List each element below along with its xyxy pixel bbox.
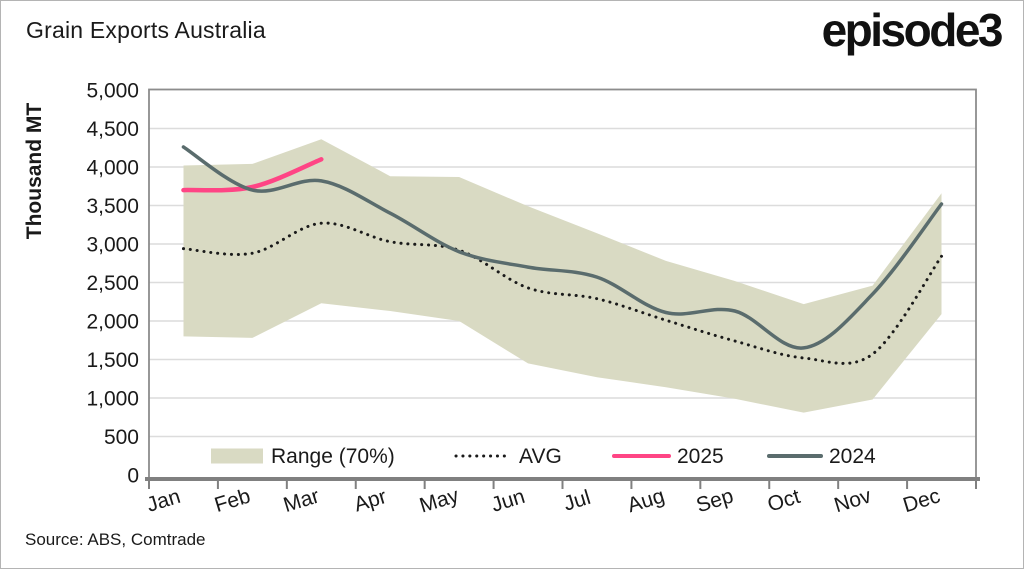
x-tick-label: Dec: [900, 484, 942, 517]
legend-label: Range (70%): [271, 445, 395, 468]
legend: Range (70%) AVG 2025 2024: [211, 445, 876, 468]
legend-item-2024: 2024: [767, 445, 876, 468]
legend-item-avg: AVG: [454, 445, 562, 468]
y-tick-label: 500: [104, 426, 139, 449]
avg-line: [181, 221, 943, 365]
y-tick-labels: 0 500 1,000 1,500 2,000 2,500 3,000 3,500 4,000 4…: [86, 80, 139, 488]
y-tick-label: 0: [127, 465, 139, 488]
line-2024: [181, 145, 944, 350]
x-tick-label: Aug: [625, 484, 667, 517]
y-tick-label: 5,000: [86, 80, 139, 103]
legend-label: 2025: [677, 445, 724, 468]
x-tick-label: Nov: [831, 484, 874, 517]
x-tick-label: Jun: [489, 485, 528, 517]
y-tick-label: 2,000: [86, 311, 139, 334]
x-tick-label: Jul: [561, 486, 593, 516]
x-tick-label: Feb: [212, 484, 253, 517]
y-tick-label: 2,500: [86, 272, 139, 295]
x-tick-label: Mar: [281, 484, 322, 517]
y-axis-title: Thousand MT: [23, 103, 46, 240]
y-tick-label: 1,000: [86, 388, 139, 411]
x-axis-ticks: [148, 481, 977, 489]
y-tick-label: 3,500: [86, 195, 139, 218]
range-band: [183, 139, 942, 413]
x-tick-label: Apr: [351, 485, 389, 517]
page-title: Grain Exports Australia: [26, 17, 266, 43]
legend-item-2025: 2025: [612, 445, 724, 468]
y-tick-label: 4,000: [86, 157, 139, 180]
line-2025: [181, 157, 324, 193]
x-tick-label: Sep: [694, 484, 736, 517]
x-tick-label: May: [417, 484, 462, 518]
brand-logo: episode3: [821, 4, 1004, 56]
x-tick-labels: Jan Feb Mar Apr May Jun Jul Aug Sep Oct Nov Dec: [144, 484, 943, 518]
legend-swatch: [211, 448, 263, 464]
y-tick-label: 4,500: [86, 118, 139, 141]
legend-item-range-70-: Range (70%): [211, 445, 395, 468]
y-tick-label: 1,500: [86, 349, 139, 372]
legend-label: AVG: [519, 445, 562, 468]
x-tick-label: Oct: [765, 485, 803, 517]
legend-label: 2024: [829, 445, 876, 468]
x-tick-label: Jan: [144, 485, 183, 517]
y-tick-label: 3,000: [86, 234, 139, 257]
source-note: Source: ABS, Comtrade: [25, 530, 206, 549]
